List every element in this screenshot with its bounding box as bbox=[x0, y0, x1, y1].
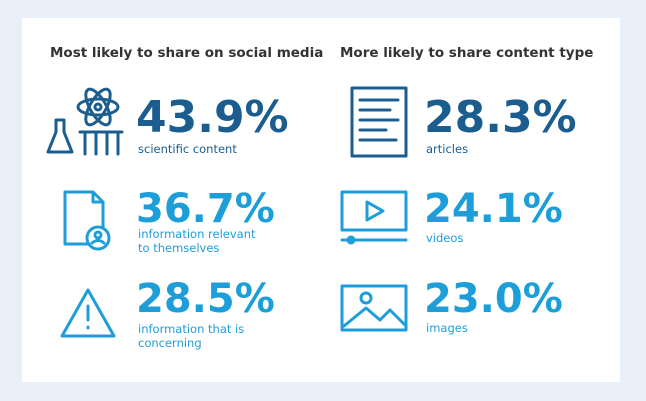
stat-label: scientific content bbox=[138, 142, 237, 156]
stat-value: 28.5% bbox=[136, 276, 275, 322]
stat-value: 36.7% bbox=[136, 186, 275, 232]
stat-label: concerning bbox=[138, 336, 202, 350]
stat-value: 23.0% bbox=[424, 276, 563, 322]
image-icon bbox=[340, 284, 408, 332]
stat-label: videos bbox=[426, 231, 463, 245]
stat-label: images bbox=[426, 321, 468, 335]
warning-icon bbox=[60, 288, 116, 338]
article-icon bbox=[350, 86, 408, 158]
document-person-icon bbox=[63, 190, 111, 251]
stat-value: 28.3% bbox=[424, 92, 577, 143]
panel bbox=[22, 18, 620, 382]
stat-label: articles bbox=[426, 142, 468, 156]
stat-label: information relevant bbox=[138, 227, 256, 241]
video-icon bbox=[340, 190, 408, 245]
stat-label: to themselves bbox=[138, 241, 219, 255]
stat-value: 24.1% bbox=[424, 186, 563, 232]
stat-label: information that is bbox=[138, 322, 244, 336]
column-heading: More likely to share content type bbox=[340, 45, 593, 61]
science-icon bbox=[46, 87, 124, 156]
stat-value: 43.9% bbox=[136, 92, 289, 143]
column-heading: Most likely to share on social media bbox=[50, 45, 323, 61]
